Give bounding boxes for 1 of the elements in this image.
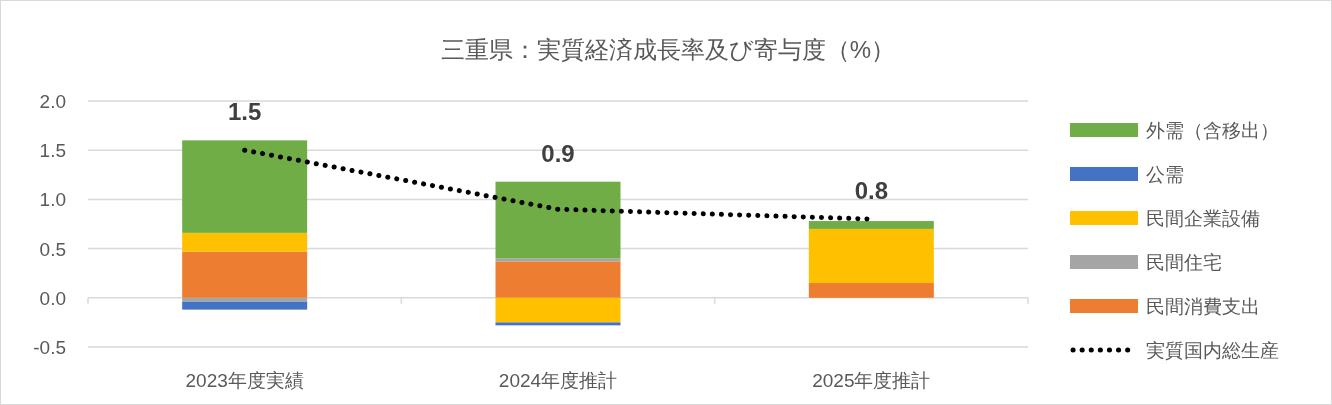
title: 三重県：実質経済成長率及び寄与度（%） xyxy=(440,36,896,63)
